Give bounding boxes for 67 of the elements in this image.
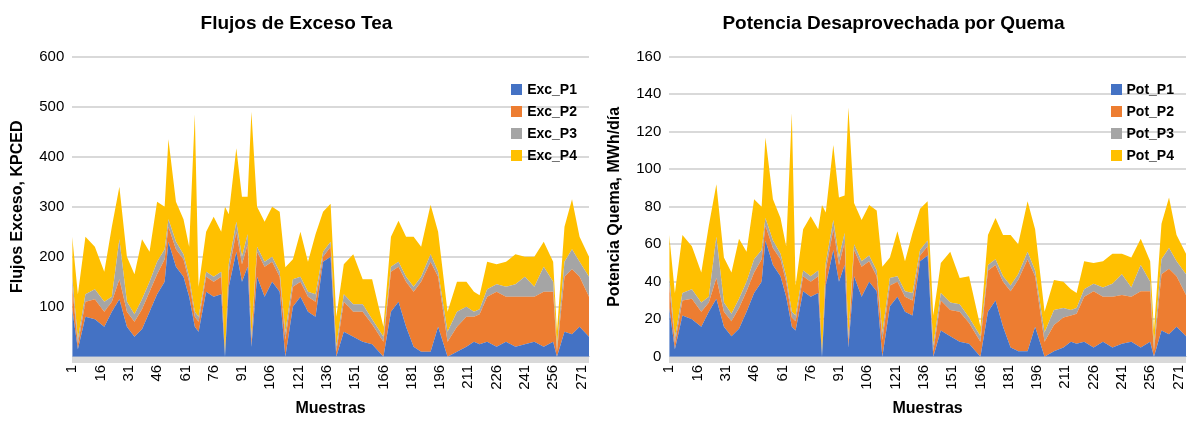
y-tick-label: 160 <box>636 46 662 64</box>
x-tick-label: 136 <box>913 364 931 390</box>
x-tick-label: 166 <box>373 364 391 390</box>
x-tick-label: 16 <box>687 364 705 382</box>
y-tick-label: 300 <box>39 196 65 214</box>
x-tick-label: 136 <box>316 364 334 390</box>
x-tick-label: 1 <box>659 364 677 374</box>
legend-label: Pot_P2 <box>1126 103 1174 119</box>
y-tick-label: 0 <box>652 346 662 364</box>
x-tick-label: 196 <box>1027 364 1045 390</box>
x-tick-label: 151 <box>942 364 960 390</box>
x-tick-label: 181 <box>998 364 1016 390</box>
x-tick-label: 166 <box>970 364 988 390</box>
x-tick-label: 16 <box>90 364 108 382</box>
legend-label: Pot_P4 <box>1126 147 1174 163</box>
x-tick-label: 31 <box>715 364 733 382</box>
x-tick-label: 226 <box>1083 364 1101 390</box>
x-tick-label: 271 <box>1168 364 1186 390</box>
x-tick-label: 1 <box>62 364 80 374</box>
x-tick-label: 181 <box>401 364 419 390</box>
x-tick-label: 31 <box>118 364 136 382</box>
x-tick-label: 256 <box>1140 364 1158 390</box>
y-tick-label: 100 <box>636 159 662 177</box>
y-tick-label: 20 <box>644 309 662 327</box>
y-tick-label: 200 <box>39 246 65 264</box>
x-tick-label: 46 <box>147 364 165 382</box>
x-tick-label: 211 <box>458 364 476 389</box>
legend-label: Exc_P1 <box>527 81 577 97</box>
legend-label: Pot_P1 <box>1126 81 1174 97</box>
x-tick-label: 226 <box>486 364 504 390</box>
x-tick-label: 151 <box>345 364 363 390</box>
y-axis-title: Potencia Quema, MWh/día <box>605 106 623 307</box>
x-axis-title: Muestras <box>295 398 366 416</box>
x-tick-label: 61 <box>175 364 193 382</box>
x-tick-label: 241 <box>515 364 533 390</box>
x-tick-label: 106 <box>857 364 875 390</box>
y-tick-label: 120 <box>636 121 662 139</box>
y-axis-title: Flujos Exceso, KPCED <box>8 120 26 294</box>
x-tick-label: 121 <box>885 364 903 390</box>
x-tick-label: 46 <box>744 364 762 382</box>
legend-label: Pot_P3 <box>1126 125 1174 141</box>
x-tick-label: 196 <box>430 364 448 390</box>
x-tick-label: 211 <box>1055 364 1073 389</box>
chart-title: Potencia Desaprovechada por Quema <box>722 11 1065 33</box>
legend-label: Exc_P2 <box>527 103 577 119</box>
y-tick-label: 100 <box>39 296 65 314</box>
x-tick-label: 121 <box>288 364 306 390</box>
y-tick-label: 400 <box>39 146 65 164</box>
legend-label: Exc_P4 <box>527 147 577 163</box>
y-tick-label: 60 <box>644 234 662 252</box>
x-tick-label: 241 <box>1112 364 1130 390</box>
legend-label: Exc_P3 <box>527 125 577 141</box>
x-axis-title: Muestras <box>892 398 963 416</box>
x-tick-label: 271 <box>571 364 589 390</box>
x-tick-label: 256 <box>543 364 561 390</box>
x-tick-label: 91 <box>232 364 250 382</box>
x-tick-label: 61 <box>772 364 790 382</box>
chart-title: Flujos de Exceso Tea <box>200 11 393 33</box>
y-tick-label: 40 <box>644 271 662 289</box>
x-tick-label: 91 <box>829 364 847 382</box>
y-tick-label: 80 <box>644 196 662 214</box>
x-tick-label: 76 <box>203 364 221 382</box>
y-tick-label: 600 <box>39 46 65 64</box>
x-tick-label: 76 <box>800 364 818 382</box>
y-tick-label: 500 <box>39 96 65 114</box>
x-tick-label: 106 <box>260 364 278 390</box>
y-tick-label: 140 <box>636 84 662 102</box>
